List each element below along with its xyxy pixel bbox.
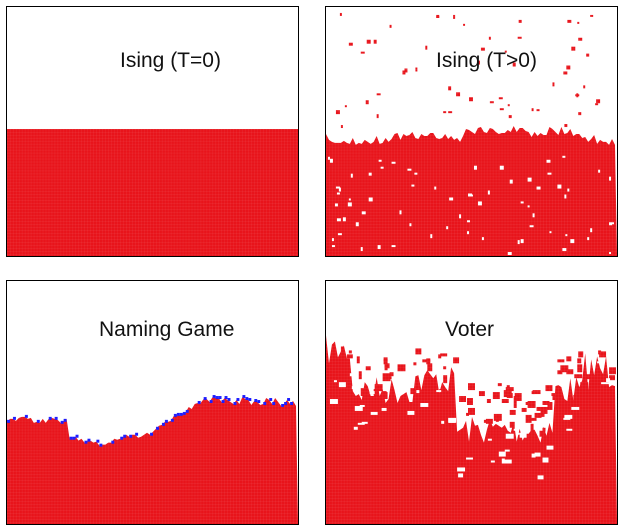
naming-game-lattice [7, 281, 298, 524]
lattice-grid-overlay [326, 281, 617, 524]
panel-title-ising-tpos: Ising (T>0) [436, 49, 537, 72]
panel-title-ising-t0: Ising (T=0) [120, 49, 221, 72]
lattice-grid-overlay [7, 7, 298, 256]
panel-voter: Voter [325, 280, 618, 525]
voter-lattice [326, 281, 617, 524]
ising-tpos-lattice [326, 7, 617, 256]
panel-ising-tpos: Ising (T>0) [325, 6, 618, 257]
panel-naming-game: Naming Game [6, 280, 299, 525]
panel-ising-t0: Ising (T=0) [6, 6, 299, 257]
lattice-grid-overlay [7, 281, 298, 524]
panel-title-naming-game: Naming Game [99, 318, 235, 341]
ising-t0-lattice [7, 7, 298, 256]
panel-title-voter: Voter [445, 318, 495, 341]
lattice-grid-overlay [326, 7, 617, 256]
